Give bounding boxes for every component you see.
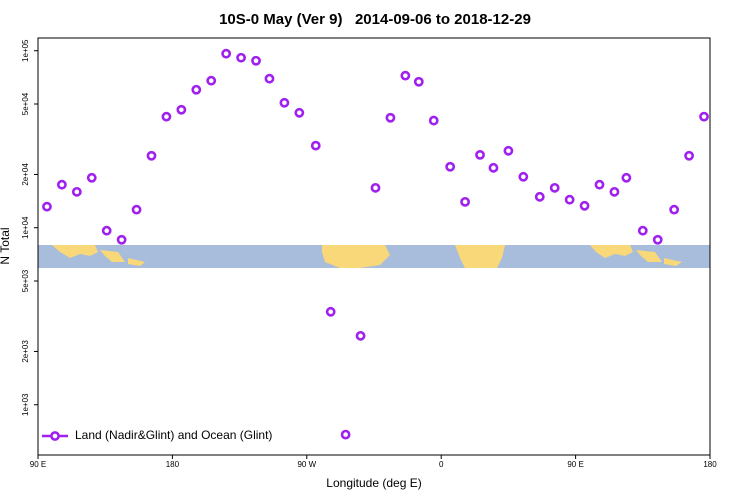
- point: [475, 149, 485, 160]
- point: [518, 171, 529, 182]
- point: [236, 52, 246, 63]
- point: [460, 196, 470, 207]
- point: [56, 179, 67, 190]
- x-axis-label: Longitude (deg E): [326, 476, 421, 490]
- point: [428, 115, 439, 126]
- y-tick-label: 5e+03: [21, 269, 30, 292]
- point: [564, 194, 575, 205]
- point: [609, 186, 620, 197]
- point: [684, 150, 694, 161]
- y-tick-label: 5e+04: [21, 92, 30, 115]
- point: [669, 204, 680, 215]
- point: [101, 225, 112, 236]
- point: [594, 179, 605, 190]
- point: [71, 186, 82, 197]
- point: [385, 112, 396, 123]
- point: [86, 172, 97, 183]
- x-tick-label: 0: [439, 460, 444, 469]
- point: [699, 111, 709, 122]
- x-tick-label: 180: [703, 460, 717, 469]
- point: [42, 201, 52, 212]
- legend-marker: [50, 431, 60, 441]
- point: [191, 84, 202, 95]
- land: [455, 245, 505, 268]
- point: [488, 162, 499, 173]
- legend-label: Land (Nadir&Glint) and Ocean (Glint): [75, 428, 272, 442]
- point: [131, 204, 142, 215]
- map-strip: [38, 245, 710, 268]
- point: [116, 234, 127, 245]
- point: [251, 55, 261, 66]
- land: [52, 245, 145, 266]
- land: [590, 245, 682, 266]
- point: [370, 182, 381, 193]
- plot-frame: [37, 37, 711, 456]
- x-tick-label: 90 E: [567, 460, 583, 469]
- x-tick-label: 180: [166, 460, 180, 469]
- point: [279, 97, 290, 108]
- point: [621, 172, 632, 183]
- point: [534, 191, 545, 202]
- point: [400, 70, 411, 81]
- point: [294, 107, 305, 118]
- point: [146, 150, 157, 161]
- point: [413, 76, 424, 87]
- y-tick-label: 1e+05: [21, 39, 30, 62]
- point: [549, 182, 560, 193]
- point: [310, 140, 321, 151]
- point: [161, 111, 172, 122]
- x-tick-label: 90 W: [297, 460, 316, 469]
- y-tick-label: 2e+04: [21, 163, 30, 186]
- point: [264, 73, 275, 84]
- land: [322, 245, 390, 268]
- point: [503, 145, 514, 156]
- chart-title: 10S-0 May (Ver 9) 2014-09-06 to 2018-12-…: [219, 11, 531, 28]
- point: [221, 48, 232, 59]
- point: [445, 161, 456, 172]
- point: [206, 75, 217, 86]
- y-axis-label: N Total: [0, 227, 12, 264]
- point: [340, 429, 351, 440]
- y-tick-label: 2e+03: [21, 340, 30, 363]
- point: [637, 225, 648, 236]
- point: [355, 330, 366, 341]
- point: [325, 306, 336, 317]
- y-tick-label: 1e+04: [21, 216, 30, 239]
- point: [652, 234, 663, 245]
- point: [176, 104, 187, 115]
- point: [579, 200, 590, 211]
- y-tick-label: 1e+03: [21, 393, 30, 416]
- x-tick-label: 90 E: [30, 460, 46, 469]
